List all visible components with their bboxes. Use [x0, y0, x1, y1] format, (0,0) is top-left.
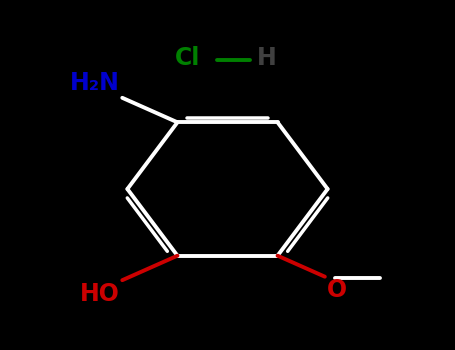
Text: H: H [257, 47, 277, 70]
Text: Cl: Cl [175, 47, 200, 70]
Text: H₂N: H₂N [70, 71, 120, 95]
Text: O: O [327, 279, 347, 302]
Text: HO: HO [80, 282, 120, 306]
